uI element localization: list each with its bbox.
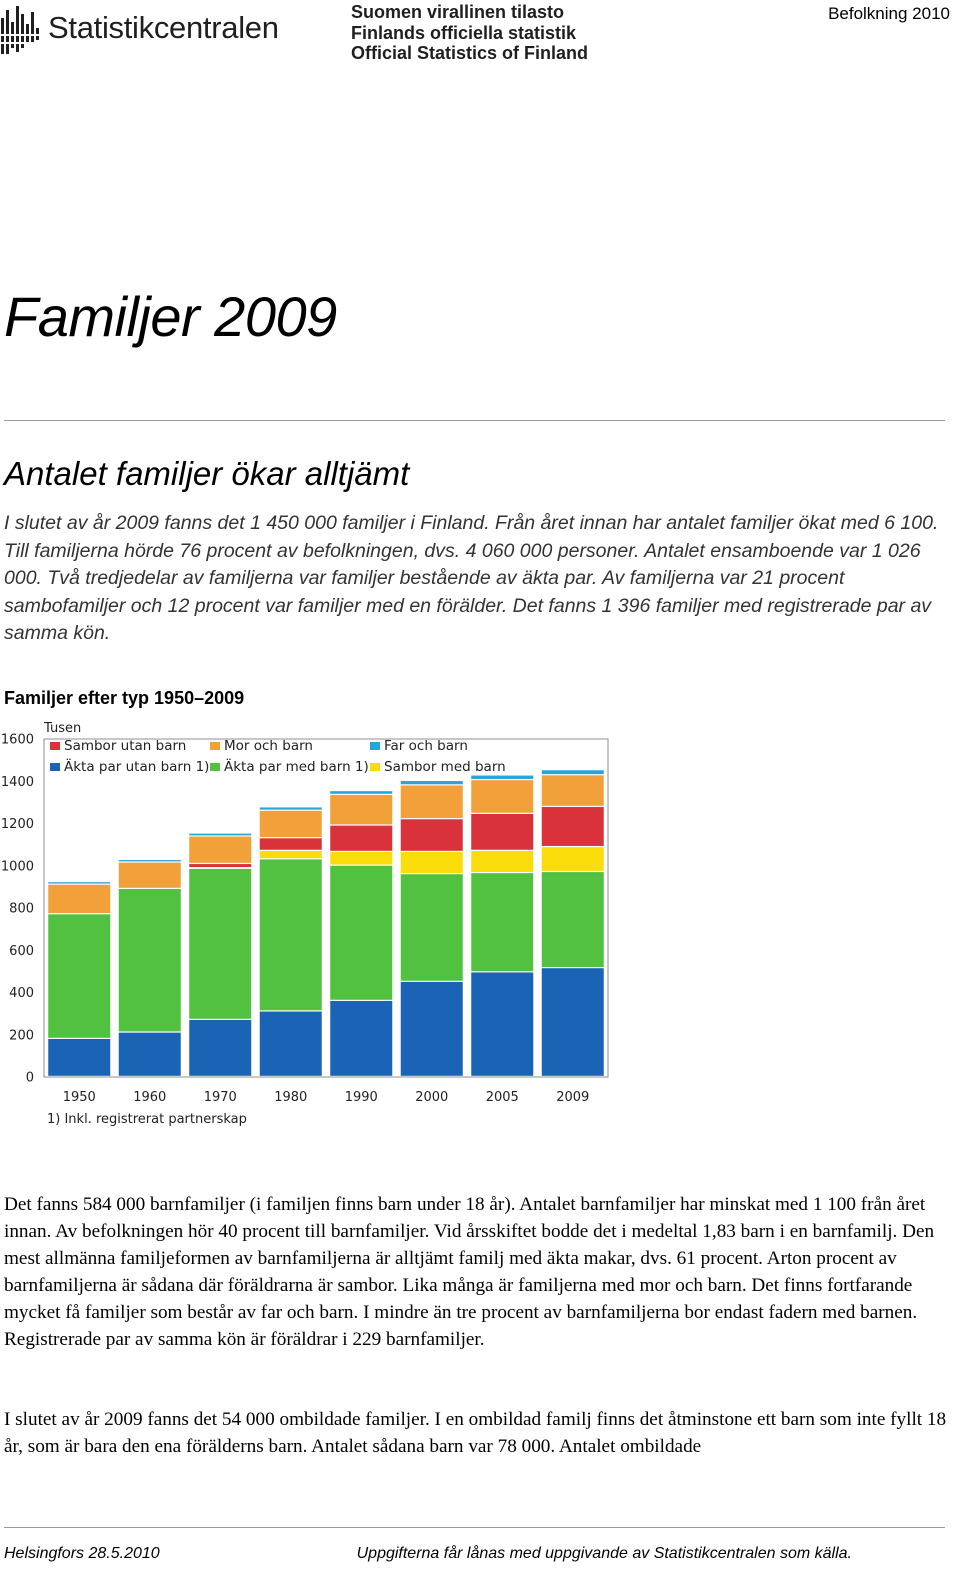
legend-label: Sambor utan barn <box>64 738 186 754</box>
x-tick-label: 2005 <box>486 1090 519 1105</box>
y-tick-label: 1400 <box>1 775 34 790</box>
legend-label: Äkta par utan barn 1) <box>64 757 209 775</box>
bar-segment <box>330 852 393 865</box>
chart-legend: Sambor utan barn Mor och barn Far och barn… <box>50 738 506 775</box>
official-line-en: Official Statistics of Finland <box>351 43 589 63</box>
bar-segment <box>189 836 252 863</box>
statistikcentralen-logo: Statistikcentralen <box>0 2 290 58</box>
legend-swatch <box>210 763 220 771</box>
bar-segment <box>541 872 604 968</box>
page-title: Familjer 2009 <box>4 285 337 348</box>
y-tick-label: 600 <box>9 944 34 959</box>
bar-segment <box>118 860 181 862</box>
bar-segment <box>471 850 534 872</box>
logo-text: Statistikcentralen <box>48 10 279 45</box>
title-divider <box>4 420 945 421</box>
bar-segment <box>189 833 252 836</box>
x-axis: 1950 1960 1970 1980 1990 2000 2005 2009 <box>63 1090 590 1105</box>
legend-label: Äkta par med barn 1) <box>224 757 369 775</box>
bar-segment <box>400 819 463 851</box>
bar-segment <box>259 1011 322 1076</box>
bar-segment <box>189 864 252 868</box>
y-axis-label: Tusen <box>43 721 81 736</box>
bar-segment <box>259 838 322 850</box>
bar-segment <box>400 981 463 1076</box>
x-tick-label: 2009 <box>556 1090 589 1105</box>
chart-title: Familjer efter typ 1950–2009 <box>4 688 245 708</box>
y-tick-label: 1600 <box>1 733 34 748</box>
y-tick-label: 800 <box>9 902 34 917</box>
bar-segment <box>400 852 463 873</box>
body-paragraph-2: I slutet av år 2009 fanns det 54 000 omb… <box>4 1409 947 1457</box>
x-tick-label: 1980 <box>274 1090 307 1105</box>
y-tick-label: 1200 <box>1 817 34 832</box>
y-tick-label: 400 <box>9 986 34 1001</box>
legend-label: Sambor med barn <box>384 759 506 775</box>
footer-source-note: Uppgifterna får lånas med uppgivande av … <box>356 1545 852 1562</box>
bar-segment <box>330 794 393 825</box>
legend-swatch <box>370 763 380 771</box>
bar-segment <box>259 859 322 1011</box>
x-tick-label: 2000 <box>415 1090 448 1105</box>
x-tick-label: 1970 <box>204 1090 237 1105</box>
bar-segment <box>541 775 604 806</box>
bar-segment <box>259 850 322 859</box>
official-line-fi: Suomen virallinen tilasto <box>351 2 565 22</box>
chart-footnote: 1) Inkl. registrerat partnerskap <box>47 1112 247 1127</box>
family-type-chart: Tusen 0 200 400 600 800 1000 1200 1400 1600 1950… <box>1 721 609 1127</box>
bar-segment <box>541 847 604 871</box>
x-tick-label: 1960 <box>133 1090 166 1105</box>
series-label: Befolkning 2010 <box>828 4 950 23</box>
legend-label: Mor och barn <box>224 738 313 754</box>
bar-segment <box>189 1019 252 1076</box>
bar-segment <box>118 888 181 1032</box>
y-tick-label: 200 <box>9 1028 34 1043</box>
section-heading: Antalet familjer ökar alltjämt <box>4 455 410 492</box>
bar-segment <box>541 968 604 1076</box>
bar-segment <box>330 865 393 1000</box>
bar-segment <box>471 813 534 850</box>
bar-segment <box>471 873 534 972</box>
bar-segment <box>330 791 393 794</box>
lead-paragraph: I slutet av år 2009 fanns det 1 450 000 … <box>4 512 939 644</box>
y-axis: 0 200 400 600 800 1000 1200 1400 1600 <box>1 733 34 1086</box>
bar-segment <box>471 972 534 1076</box>
x-tick-label: 1990 <box>345 1090 378 1105</box>
bar-segment <box>541 807 604 846</box>
bar-segment <box>471 775 534 779</box>
bar-group <box>48 770 604 1076</box>
body-paragraph-1: Det fanns 584 000 barnfamiljer (i familj… <box>4 1194 935 1350</box>
y-tick-label: 1000 <box>1 859 34 874</box>
bar-segment <box>48 1038 111 1076</box>
bar-segment <box>330 1000 393 1076</box>
bar-segment <box>48 914 111 1038</box>
official-line-sv: Finlands officiella statistik <box>351 22 577 43</box>
bar-segment <box>48 882 111 884</box>
bar-segment <box>541 770 604 775</box>
statistikcentralen-logo-mark <box>0 6 44 54</box>
bar-segment <box>400 874 463 981</box>
bar-segment <box>471 780 534 813</box>
footer-place-date: Helsingfors 28.5.2010 <box>4 1545 160 1562</box>
legend-swatch <box>370 742 380 750</box>
bar-segment <box>259 810 322 838</box>
bar-segment <box>118 1032 181 1076</box>
bar-segment <box>189 868 252 1019</box>
legend-label: Far och barn <box>384 738 468 754</box>
y-tick-label: 0 <box>26 1071 34 1086</box>
legend-swatch <box>50 763 60 771</box>
legend-swatch <box>210 742 220 750</box>
footer-divider <box>4 1527 945 1528</box>
x-tick-label: 1950 <box>63 1090 96 1105</box>
bar-segment <box>330 825 393 851</box>
bar-segment <box>259 807 322 810</box>
bar-segment <box>48 884 111 914</box>
bar-segment <box>400 785 463 819</box>
bar-segment <box>400 781 463 785</box>
bar-segment <box>118 862 181 888</box>
legend-swatch <box>50 742 60 750</box>
official-statistics-label: Suomen virallinen tilasto Finlands offic… <box>351 2 588 64</box>
